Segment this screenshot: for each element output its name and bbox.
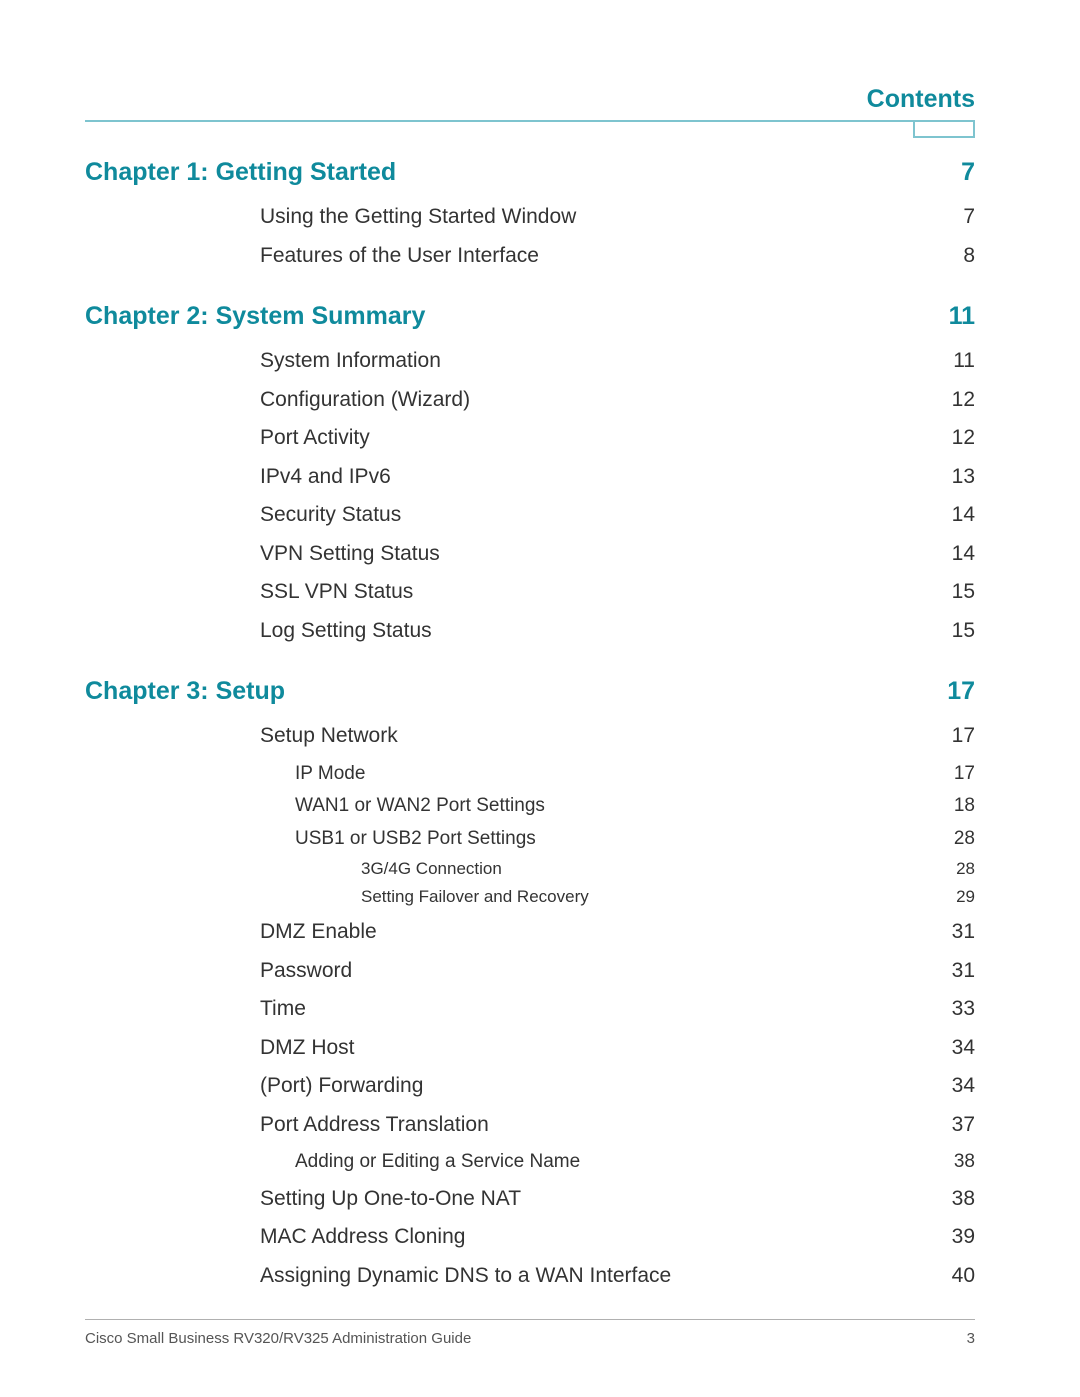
toc-entry-label: Adding or Editing a Service Name: [295, 1147, 580, 1176]
toc-entry-label: Time: [260, 993, 306, 1026]
toc-entry-page: 18: [954, 791, 975, 820]
toc-entry-label: IP Mode: [295, 759, 365, 788]
toc-entry-label: Assigning Dynamic DNS to a WAN Interface: [260, 1260, 671, 1293]
toc-entry-page: 17: [954, 759, 975, 788]
chapter-page: 17: [947, 677, 975, 706]
toc-entry-label: Configuration (Wizard): [260, 384, 470, 417]
toc-entry: Time 33: [260, 993, 975, 1026]
toc-entry-label: Setup Network: [260, 720, 398, 753]
toc-entry-page: 28: [954, 824, 975, 853]
page: Contents Chapter 1: Getting Started7Usin…: [0, 0, 1080, 1397]
toc-entry-label: Setting Up One-to-One NAT: [260, 1183, 521, 1216]
toc-entry: Using the Getting Started Window 7: [260, 201, 975, 234]
toc-entry-page: 34: [952, 1070, 975, 1103]
toc-entry: Setting Up One-to-One NAT 38: [260, 1183, 975, 1216]
toc-body: Chapter 1: Getting Started7Using the Get…: [85, 158, 975, 1292]
toc-entry: IP Mode 17: [295, 759, 975, 788]
toc-entry: USB1 or USB2 Port Settings 28: [295, 824, 975, 853]
toc-entry: SSL VPN Status 15: [260, 576, 975, 609]
toc-entry: MAC Address Cloning 39: [260, 1221, 975, 1254]
footer-page-number: 3: [967, 1330, 975, 1347]
chapter-title: Chapter 2: System Summary: [85, 302, 425, 331]
toc-entry: DMZ Enable 31: [260, 916, 975, 949]
toc-entry-label: DMZ Enable: [260, 916, 377, 949]
toc-entry: VPN Setting Status 14: [260, 538, 975, 571]
toc-entry-label: VPN Setting Status: [260, 538, 440, 571]
toc-entry-label: Features of the User Interface: [260, 240, 539, 273]
toc-entry-label: Port Address Translation: [260, 1109, 489, 1142]
toc-entry-page: 13: [952, 461, 975, 494]
toc-entry: Assigning Dynamic DNS to a WAN Interface…: [260, 1260, 975, 1293]
toc-entry-page: 39: [952, 1221, 975, 1254]
toc-entry: Setting Failover and Recovery 29: [361, 884, 975, 910]
toc-entry-page: 17: [952, 720, 975, 753]
toc-entry: Features of the User Interface 8: [260, 240, 975, 273]
toc-entry-label: Setting Failover and Recovery: [361, 884, 589, 910]
chapter-heading: Chapter 3: Setup 17: [85, 677, 975, 706]
toc-entry: WAN1 or WAN2 Port Settings 18: [295, 791, 975, 820]
toc-entry-page: 38: [952, 1183, 975, 1216]
toc-entry-page: 40: [952, 1260, 975, 1293]
toc-entry-page: 15: [952, 576, 975, 609]
toc-entry-page: 8: [963, 240, 975, 273]
toc-entry-label: Port Activity: [260, 422, 370, 455]
toc-entry-label: (Port) Forwarding: [260, 1070, 423, 1103]
toc-entry-label: USB1 or USB2 Port Settings: [295, 824, 536, 853]
toc-entry-label: Using the Getting Started Window: [260, 201, 576, 234]
chapter-heading: Chapter 1: Getting Started 7: [85, 158, 975, 187]
toc-entry: Port Activity 12: [260, 422, 975, 455]
footer-left: Cisco Small Business RV320/RV325 Adminis…: [85, 1330, 471, 1347]
chapter-title: Chapter 1: Getting Started: [85, 158, 396, 187]
toc-entry: System Information 11: [260, 345, 975, 378]
toc-entry: IPv4 and IPv6 13: [260, 461, 975, 494]
toc-entry-page: 31: [952, 955, 975, 988]
toc-entry-page: 14: [952, 538, 975, 571]
toc-entry: 3G/4G Connection 28: [361, 856, 975, 882]
toc-entry-label: Password: [260, 955, 352, 988]
toc-entry: Port Address Translation 37: [260, 1109, 975, 1142]
rule-box: [913, 120, 975, 138]
contents-heading: Contents: [867, 85, 975, 114]
toc-entry-page: 28: [956, 856, 975, 882]
toc-entry-page: 11: [953, 345, 975, 378]
chapter-page: 7: [961, 158, 975, 187]
toc-entry: Log Setting Status 15: [260, 615, 975, 648]
footer-row: Cisco Small Business RV320/RV325 Adminis…: [85, 1330, 975, 1347]
footer: Cisco Small Business RV320/RV325 Adminis…: [85, 1319, 975, 1347]
rule-line: [85, 120, 975, 122]
toc-entry: Configuration (Wizard) 12: [260, 384, 975, 417]
toc-entry-page: 15: [952, 615, 975, 648]
toc-entry-page: 31: [952, 916, 975, 949]
toc-entry-label: IPv4 and IPv6: [260, 461, 391, 494]
toc-entry-label: Log Setting Status: [260, 615, 432, 648]
toc-entry-label: SSL VPN Status: [260, 576, 413, 609]
toc-entry-label: System Information: [260, 345, 441, 378]
toc-entry-label: DMZ Host: [260, 1032, 355, 1065]
toc-entry: (Port) Forwarding 34: [260, 1070, 975, 1103]
chapter-heading: Chapter 2: System Summary 11: [85, 302, 975, 331]
chapter-page: 11: [949, 302, 975, 331]
toc-entry: Adding or Editing a Service Name 38: [295, 1147, 975, 1176]
toc-entry-page: 14: [952, 499, 975, 532]
chapter-title: Chapter 3: Setup: [85, 677, 285, 706]
toc-entry-label: 3G/4G Connection: [361, 856, 502, 882]
toc-entry: DMZ Host 34: [260, 1032, 975, 1065]
header-rule: [85, 120, 975, 122]
toc-entry: Password 31: [260, 955, 975, 988]
toc-entry-page: 38: [954, 1147, 975, 1176]
toc-entry-page: 34: [952, 1032, 975, 1065]
toc-entry-page: 12: [952, 384, 975, 417]
toc-entry-page: 12: [952, 422, 975, 455]
toc-entry-page: 33: [952, 993, 975, 1026]
toc-entry: Setup Network 17: [260, 720, 975, 753]
toc-entry-label: WAN1 or WAN2 Port Settings: [295, 791, 545, 820]
toc-entry-label: MAC Address Cloning: [260, 1221, 465, 1254]
footer-rule: [85, 1319, 975, 1320]
toc-entry-label: Security Status: [260, 499, 401, 532]
toc-entry-page: 29: [956, 884, 975, 910]
toc-entry-page: 37: [952, 1109, 975, 1142]
toc-entry: Security Status 14: [260, 499, 975, 532]
header-row: Contents: [85, 85, 975, 114]
toc-entry-page: 7: [963, 201, 975, 234]
